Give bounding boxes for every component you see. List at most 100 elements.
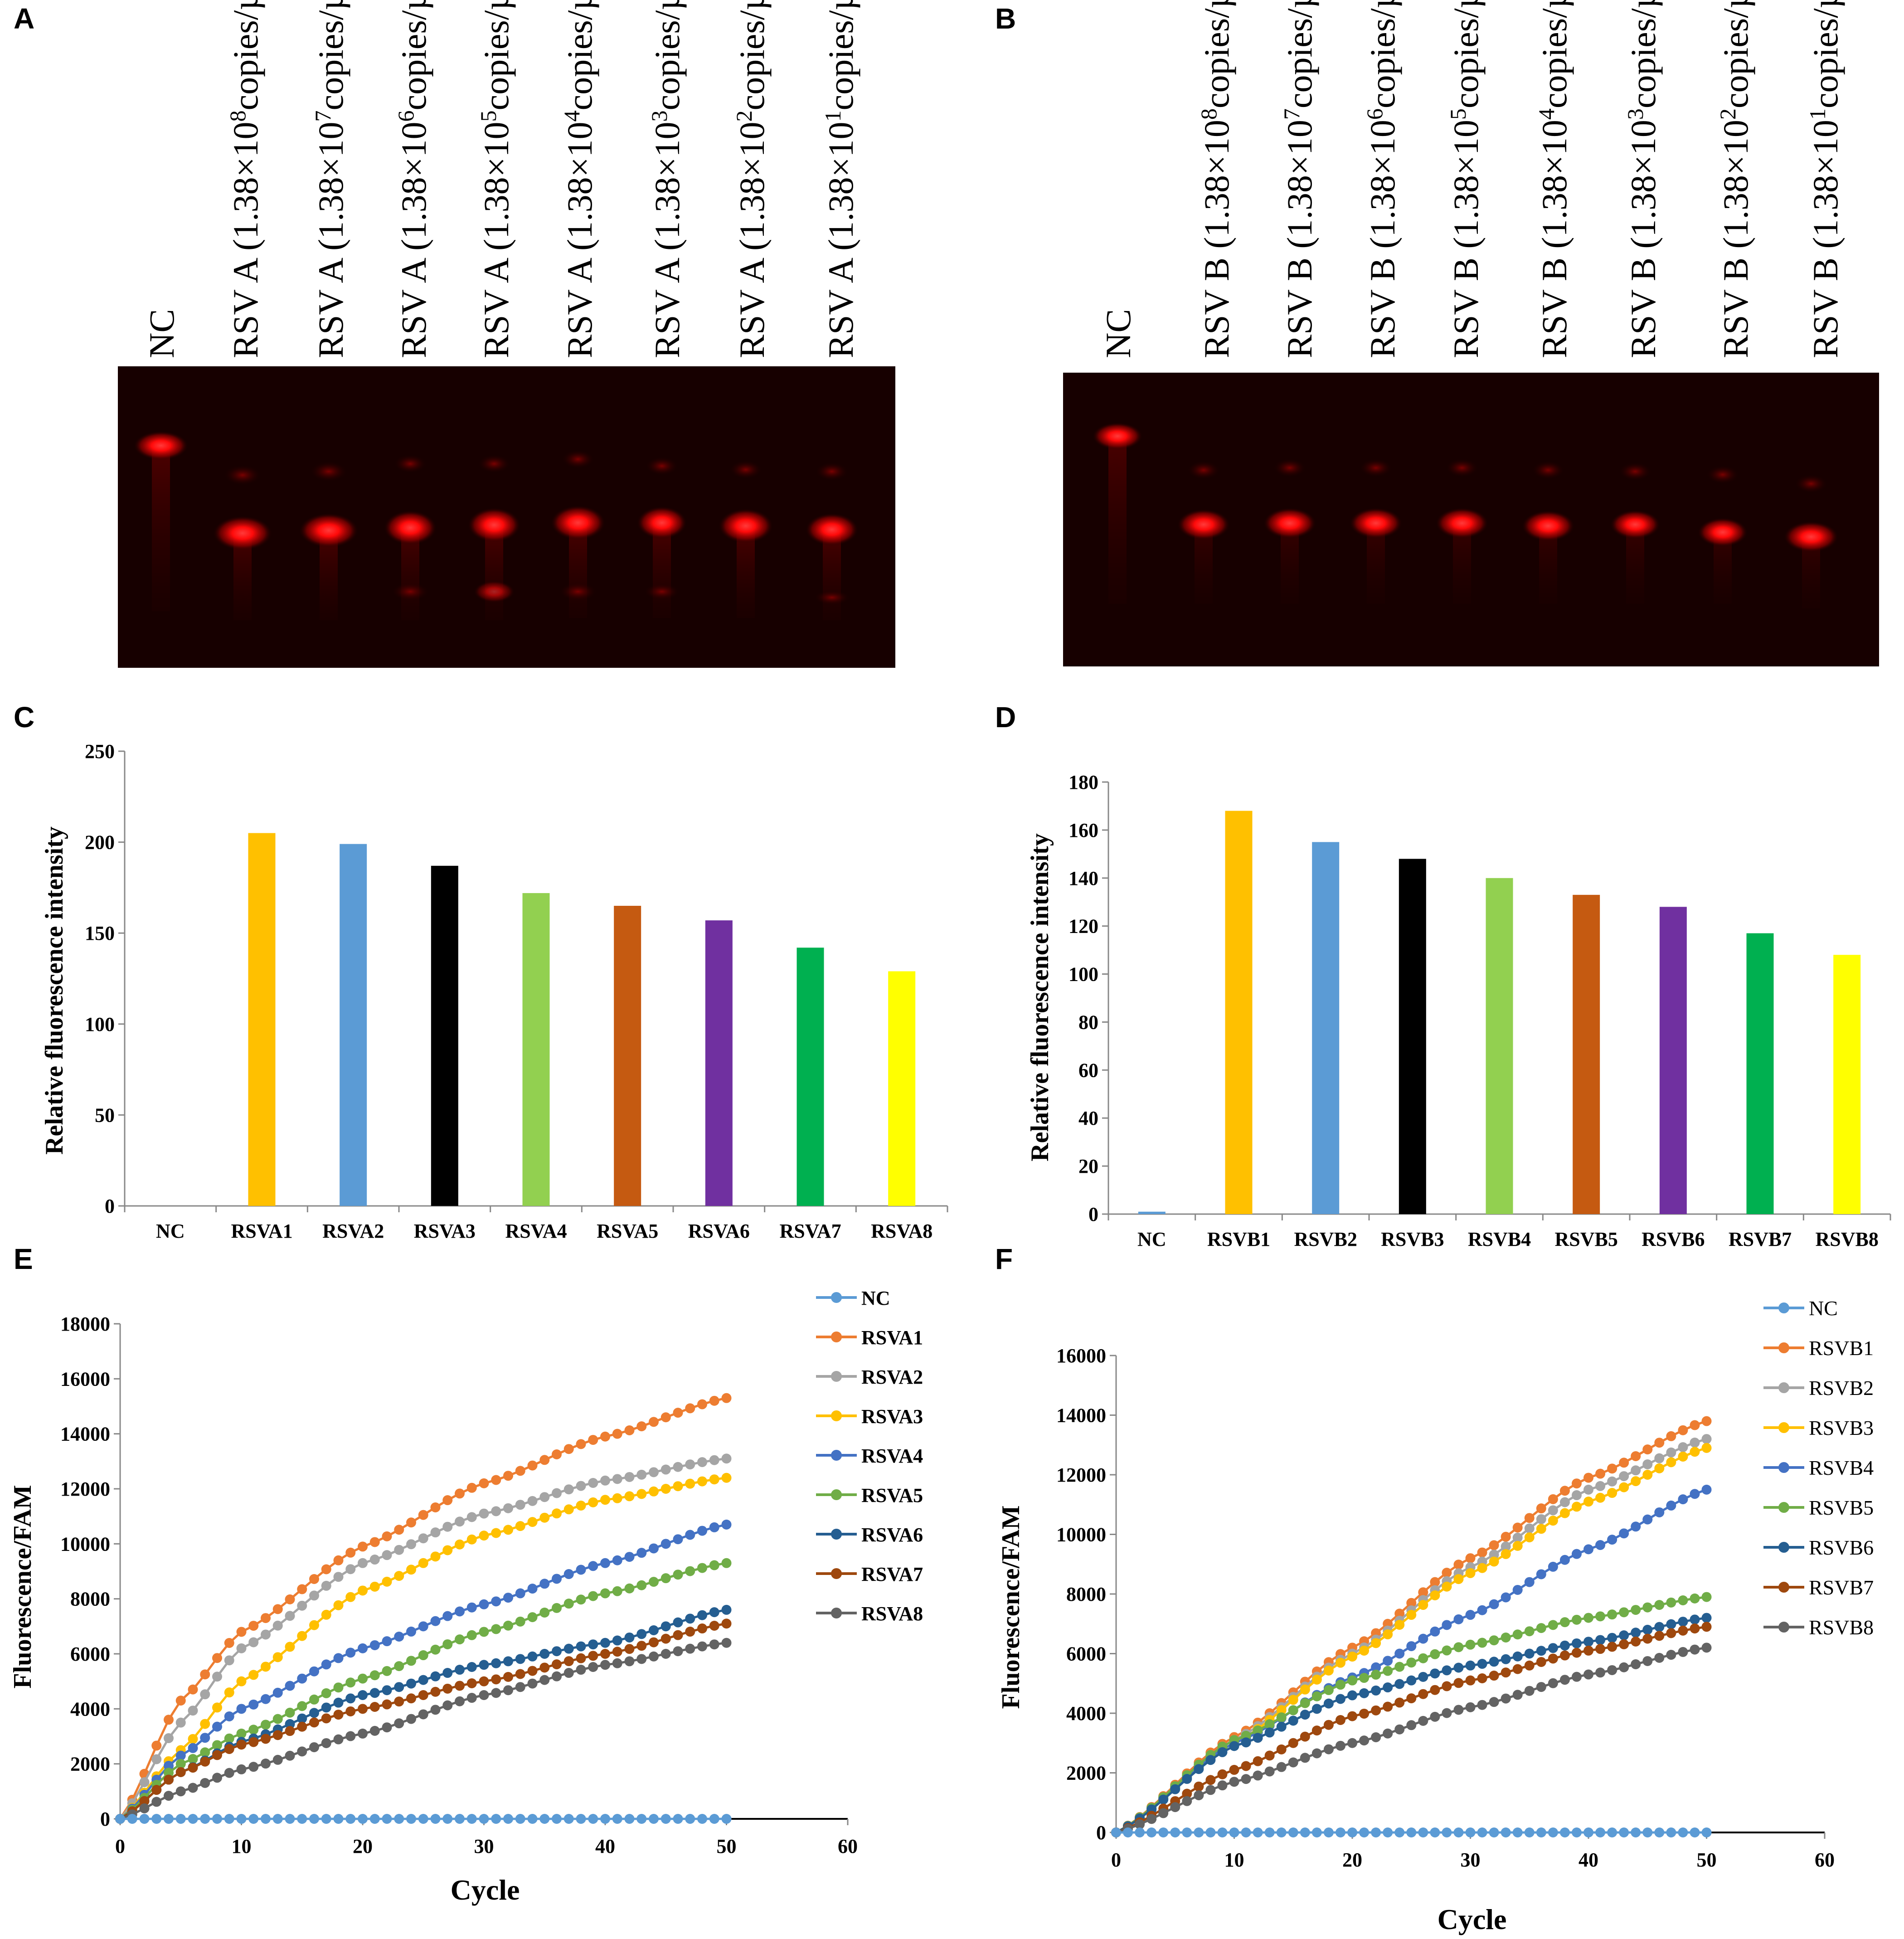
data-point xyxy=(333,1555,344,1565)
data-point xyxy=(1406,1827,1417,1837)
data-point xyxy=(503,1656,513,1667)
data-point xyxy=(1524,1660,1535,1671)
data-point xyxy=(151,1797,162,1807)
data-point xyxy=(709,1455,719,1465)
data-point xyxy=(1477,1638,1487,1648)
data-point xyxy=(1559,1650,1570,1661)
data-point xyxy=(1465,1610,1476,1620)
data-point xyxy=(1442,1681,1452,1691)
gel-a-lane-label: NC xyxy=(142,309,181,358)
data-point xyxy=(1607,1642,1617,1652)
data-point xyxy=(466,1512,477,1522)
data-point xyxy=(369,1555,380,1565)
data-point xyxy=(115,1814,125,1824)
data-point xyxy=(1453,1705,1464,1715)
data-point xyxy=(394,1682,404,1692)
bar xyxy=(431,865,458,1206)
data-point xyxy=(1465,1568,1476,1578)
data-point xyxy=(612,1635,622,1646)
gel-a-bands xyxy=(134,431,858,620)
data-point xyxy=(297,1814,307,1824)
data-point xyxy=(236,1728,247,1739)
data-point xyxy=(1442,1827,1452,1837)
y-tick-label: 6000 xyxy=(70,1643,110,1665)
data-point xyxy=(1359,1735,1370,1746)
data-point xyxy=(636,1654,647,1664)
data-point xyxy=(624,1632,635,1643)
data-point xyxy=(1311,1691,1322,1701)
data-point xyxy=(1194,1790,1204,1801)
data-point xyxy=(1477,1659,1487,1669)
line-chart-e: Fluorescence/FAM Cycle 0 2000 4000 6000 8000… xyxy=(9,1287,923,1906)
data-point xyxy=(685,1403,695,1414)
data-point xyxy=(697,1563,707,1573)
data-point xyxy=(369,1670,380,1681)
data-point xyxy=(188,1734,198,1744)
data-point xyxy=(1264,1750,1275,1761)
y-axis-label: Fluorescence/FAM xyxy=(997,1506,1025,1709)
y-tick-label: 6000 xyxy=(1066,1643,1106,1665)
data-point xyxy=(636,1580,647,1590)
data-point xyxy=(151,1754,162,1764)
data-point xyxy=(151,1740,162,1751)
data-point xyxy=(1583,1497,1593,1507)
legend-label: RSVB4 xyxy=(1809,1456,1874,1479)
data-point xyxy=(527,1584,538,1594)
data-point xyxy=(1501,1654,1511,1664)
data-point xyxy=(442,1683,453,1694)
data-point xyxy=(455,1488,465,1499)
data-point xyxy=(127,1814,137,1824)
data-point xyxy=(236,1627,247,1637)
data-point xyxy=(333,1697,344,1708)
data-point xyxy=(285,1594,295,1604)
data-point xyxy=(661,1573,671,1584)
data-point xyxy=(1678,1827,1688,1837)
data-point xyxy=(1571,1827,1582,1837)
gel-a-lane-label: RSV A (1.38×101copies/µl) xyxy=(820,0,860,358)
data-point xyxy=(527,1678,538,1689)
data-point xyxy=(1512,1629,1523,1640)
data-point xyxy=(466,1602,477,1613)
data-point xyxy=(200,1778,210,1788)
data-point xyxy=(685,1627,695,1637)
y-tick-label: 40 xyxy=(1078,1107,1098,1129)
data-point xyxy=(418,1814,428,1824)
data-point xyxy=(1583,1613,1593,1623)
data-point xyxy=(1383,1701,1393,1712)
data-point xyxy=(321,1738,331,1748)
data-point xyxy=(1559,1675,1570,1685)
data-point xyxy=(1465,1553,1476,1564)
data-point xyxy=(164,1715,174,1725)
data-point xyxy=(552,1659,562,1670)
data-point xyxy=(1501,1827,1511,1837)
data-point xyxy=(1701,1643,1712,1653)
data-point xyxy=(1642,1444,1653,1455)
data-point xyxy=(1335,1715,1345,1725)
data-point xyxy=(1394,1679,1405,1689)
data-point xyxy=(1690,1614,1700,1625)
data-point xyxy=(406,1714,416,1724)
legend-swatch-marker xyxy=(831,1568,842,1579)
data-point xyxy=(442,1668,453,1678)
data-point xyxy=(1371,1685,1381,1696)
y-tick-label: 50 xyxy=(95,1104,115,1126)
data-point xyxy=(1595,1481,1606,1491)
gel-b-bands xyxy=(1093,423,1838,608)
data-point xyxy=(1217,1769,1228,1779)
data-point xyxy=(636,1629,647,1639)
data-point xyxy=(297,1701,307,1711)
data-point xyxy=(1489,1657,1499,1667)
x-category-label: RSVA5 xyxy=(597,1220,658,1242)
y-tick-label: 4000 xyxy=(1066,1702,1106,1725)
data-point xyxy=(1335,1680,1345,1690)
data-point xyxy=(1300,1684,1310,1695)
y-tick-label: 250 xyxy=(85,740,115,763)
data-point xyxy=(515,1588,525,1599)
legend-swatch-marker xyxy=(831,1332,842,1342)
data-point xyxy=(1524,1577,1535,1587)
x-tick-label: 50 xyxy=(717,1835,737,1857)
data-point xyxy=(394,1696,404,1707)
x-category-label: RSVA4 xyxy=(505,1220,567,1242)
data-point xyxy=(1548,1505,1558,1516)
data-point xyxy=(285,1681,295,1691)
